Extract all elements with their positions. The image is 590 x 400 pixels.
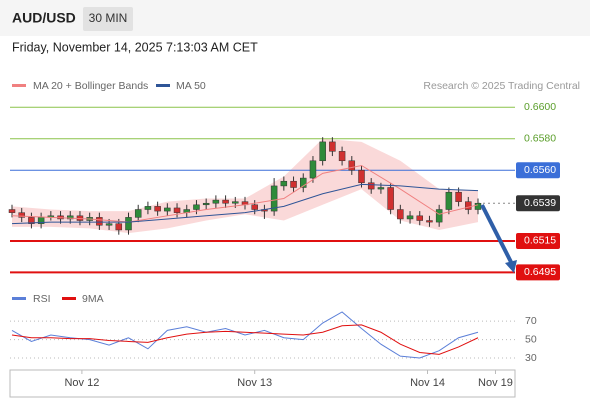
level-label-box [516,162,560,179]
level-label: 0.6539 [524,197,556,209]
candle-body [387,187,394,210]
candle-body [290,180,297,188]
legend-swatch [12,84,26,87]
candle-body [455,191,462,202]
legend-swatch [62,297,76,300]
candle-body [280,180,288,187]
y-tick-label: 50 [525,333,537,345]
candle-body [144,206,152,210]
candle-body [358,169,365,184]
candle-body [338,151,346,162]
level-label-box [516,232,560,249]
price-panel: 0.6600 0.6580 0.6560 0.6539 0.6515 0.6495 Nov … [8,101,560,389]
timeframe[interactable]: 30 MIN [89,11,128,25]
candle-body [222,199,229,204]
candle-body [18,212,25,218]
candle-body [8,209,16,213]
legend-label: 9MA [82,293,104,305]
bollinger-band [12,138,478,234]
candle-body [348,160,356,171]
y-tick-label: 70 [525,315,537,327]
timeframe-button[interactable] [83,7,133,31]
level-label-box [516,264,560,281]
legend-swatch [156,84,170,87]
candle-body [309,160,317,179]
forecast-arrowhead [505,260,517,273]
level-label: 0.6515 [524,235,556,247]
datetime: Friday, November 14, 2025 7:13:03 AM CET [12,40,258,54]
candle-body [329,141,336,152]
level-label: 0.6600 [524,101,556,113]
legend-label: MA 20 + Bollinger Bands [33,80,148,92]
candle-body [173,207,181,213]
candle-body [202,202,210,206]
ma-line [11,164,479,223]
credit: Research © 2025 Trading Central [423,80,580,92]
candle-body [193,204,200,210]
candle-body [154,206,161,212]
legend-label: MA 50 [176,80,206,92]
candle-body [300,177,307,188]
legend-label: RSI [33,293,51,305]
level-label: 0.6580 [524,133,556,145]
symbol: AUD/USD [12,10,76,26]
candle-body [319,141,326,162]
candle-body [67,215,74,220]
candle-body [397,209,404,220]
candle-body [426,220,433,223]
candle-body [367,182,375,190]
candle-body [377,187,385,190]
candle-body [115,223,123,231]
rsi-panel: 70 50 30 [10,311,537,364]
level-label: 0.6560 [524,164,556,176]
candle-body [435,209,443,223]
candle-body [164,207,171,212]
forecast-arrow [480,204,513,263]
candle-body [212,199,220,204]
candle-body [251,204,258,210]
candle-body [96,217,103,226]
candle-body [474,202,482,210]
candle-body [232,201,239,204]
candle-body [134,209,142,218]
x-tick-label: Nov 19 [478,377,513,389]
x-axis-box [9,369,516,398]
legend-swatch [12,297,26,300]
x-tick-label: Nov 12 [64,377,99,389]
level-label-box [516,195,560,212]
indicator-line [11,311,479,359]
indicator-line [11,324,479,355]
candle-body [406,215,414,220]
x-tick-label: Nov 13 [237,377,272,389]
level-label: 0.6495 [524,266,556,278]
candle-body [125,217,132,231]
candle-body [445,191,453,210]
x-tick-label: Nov 14 [410,377,445,389]
ma-line [11,183,479,225]
candle-body [28,217,35,224]
candle-body [416,215,423,221]
candle-body [465,201,472,210]
y-tick-label: 30 [525,352,537,364]
candle-body [270,185,278,212]
candle-body [105,223,113,226]
